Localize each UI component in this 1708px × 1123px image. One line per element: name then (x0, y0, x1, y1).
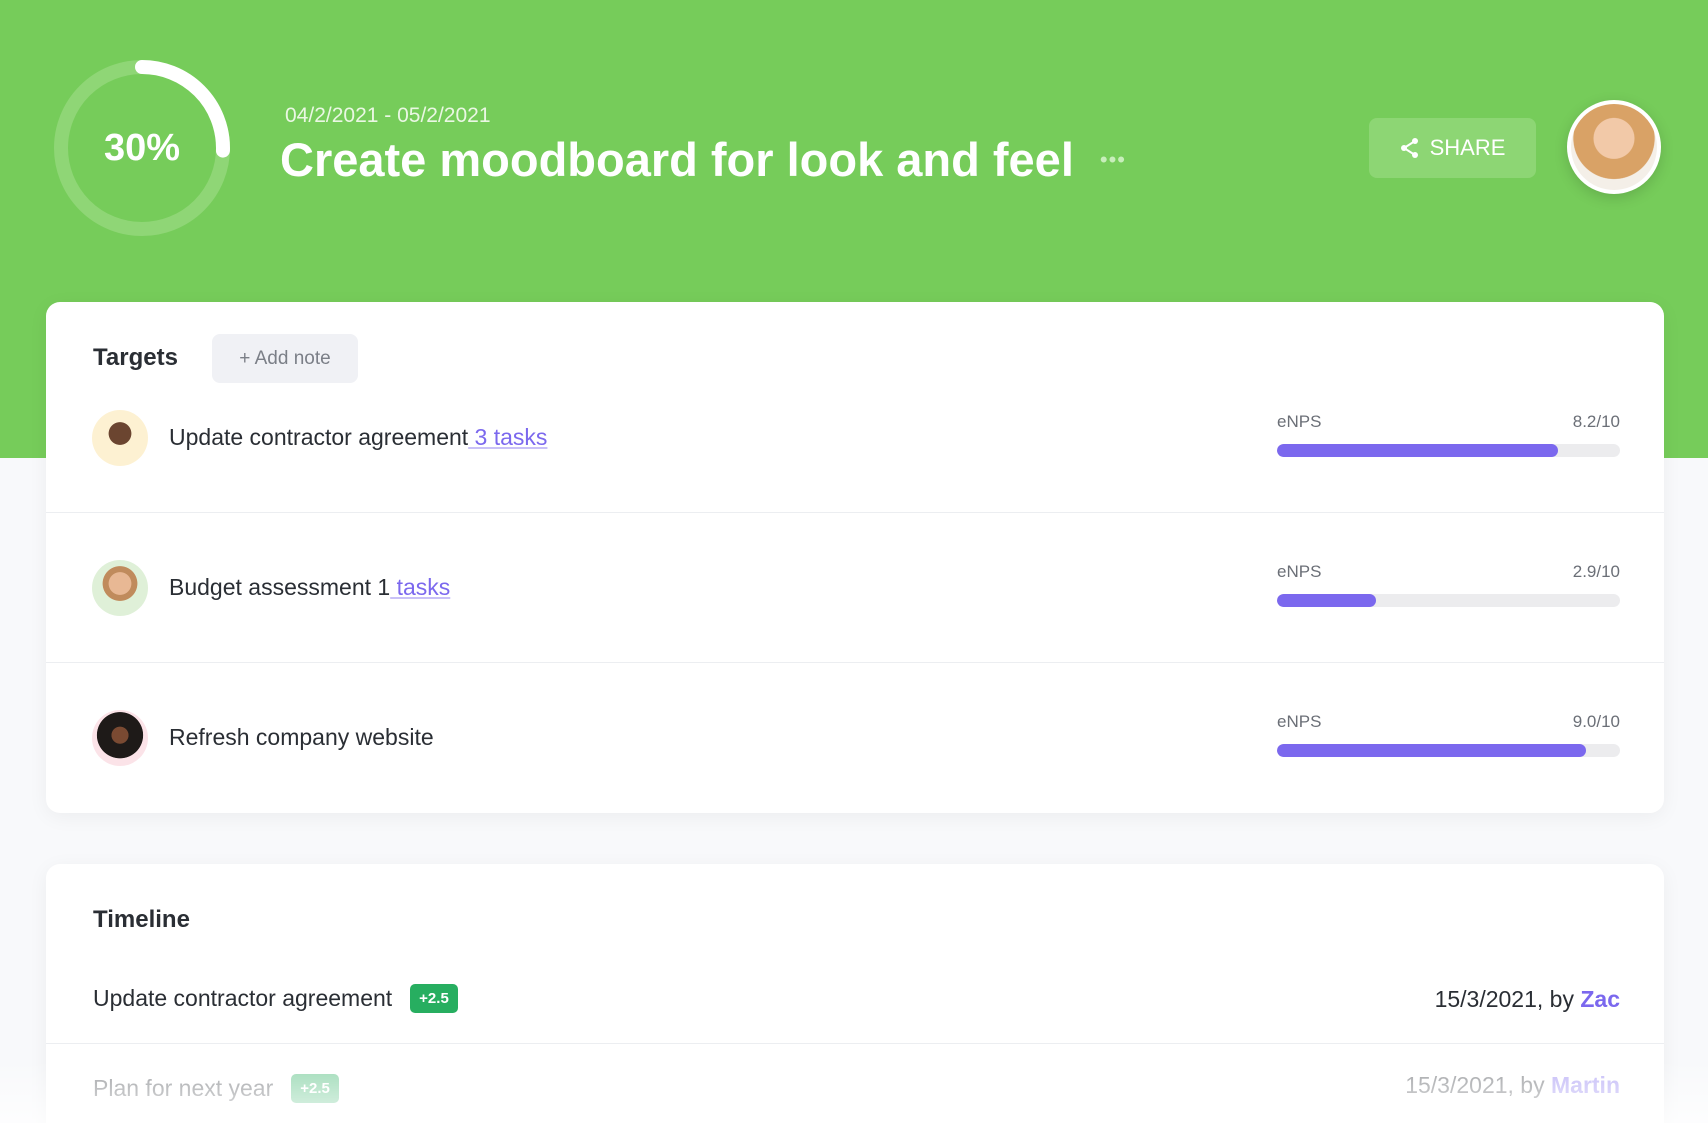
target-row: Budget assessment 1 tasks eNPS 2.9/10 (46, 513, 1664, 663)
date-range: 04/2/2021 - 05/2/2021 (285, 104, 491, 127)
share-button[interactable]: SHARE (1369, 118, 1536, 178)
share-icon (1400, 138, 1418, 158)
timeline-date: 15/3/2021, by (1434, 986, 1581, 1012)
targets-heading: Targets (93, 344, 178, 371)
score-bar-fill (1277, 444, 1559, 457)
score-badge: +2.5 (410, 984, 458, 1013)
metric-score: 2.9/10 (1572, 562, 1620, 581)
timeline-date: 15/3/2021, by (1405, 1072, 1551, 1098)
metric-label: eNPS (1277, 712, 1322, 731)
target-name: Budget assessment 1 (169, 574, 391, 600)
target-name: Update contractor agreement (169, 424, 469, 450)
avatar (92, 410, 148, 466)
score-bar (1277, 444, 1620, 457)
enps-metric: eNPS 2.9/10 (1277, 562, 1620, 607)
targets-card: Targets + Add note Update contractor agr… (46, 302, 1664, 813)
timeline-item-name: Update contractor agreement (93, 985, 393, 1011)
user-link[interactable]: Martin (1551, 1072, 1620, 1098)
timeline-item-name: Plan for next year (93, 1075, 274, 1101)
avatar (92, 560, 148, 616)
page-title: Create moodboard for look and feel (280, 133, 1074, 186)
score-bar-fill (1277, 594, 1377, 607)
timeline-heading: Timeline (93, 906, 190, 933)
score-badge: +2.5 (291, 1074, 339, 1103)
user-link[interactable]: Zac (1580, 986, 1620, 1012)
score-bar (1277, 744, 1620, 757)
add-note-button[interactable]: + Add note (212, 334, 358, 383)
score-bar-fill (1277, 744, 1586, 757)
more-options-icon[interactable]: ••• (1099, 147, 1126, 172)
timeline-row: Plan for next year +2.5 15/3/2021, by Mar… (46, 1044, 1664, 1123)
target-name: Refresh company website (169, 724, 434, 750)
metric-score: 8.2/10 (1572, 412, 1620, 431)
progress-ring (54, 60, 230, 236)
timeline-row: Update contractor agreement +2.5 15/3/202… (46, 954, 1664, 1044)
avatar (92, 710, 148, 766)
score-bar (1277, 594, 1620, 607)
enps-metric: eNPS 8.2/10 (1277, 412, 1620, 457)
share-label: SHARE (1429, 135, 1506, 160)
user-avatar[interactable] (1567, 100, 1661, 194)
progress-percent: 30% (103, 126, 181, 169)
enps-metric: eNPS 9.0/10 (1277, 712, 1620, 757)
tasks-link[interactable]: 3 tasks (468, 424, 548, 450)
metric-score: 9.0/10 (1572, 712, 1620, 731)
metric-label: eNPS (1277, 562, 1322, 581)
title-row: Create moodboard for look and feel ••• (280, 132, 1340, 188)
target-row: Refresh company website eNPS 9.0/10 (46, 663, 1664, 813)
tasks-link[interactable]: tasks (390, 574, 451, 600)
timeline-card: Timeline Update contractor agreement +2.5… (46, 864, 1664, 1123)
metric-label: eNPS (1277, 412, 1322, 431)
target-row: Update contractor agreement 3 tasks eNPS… (46, 363, 1664, 513)
